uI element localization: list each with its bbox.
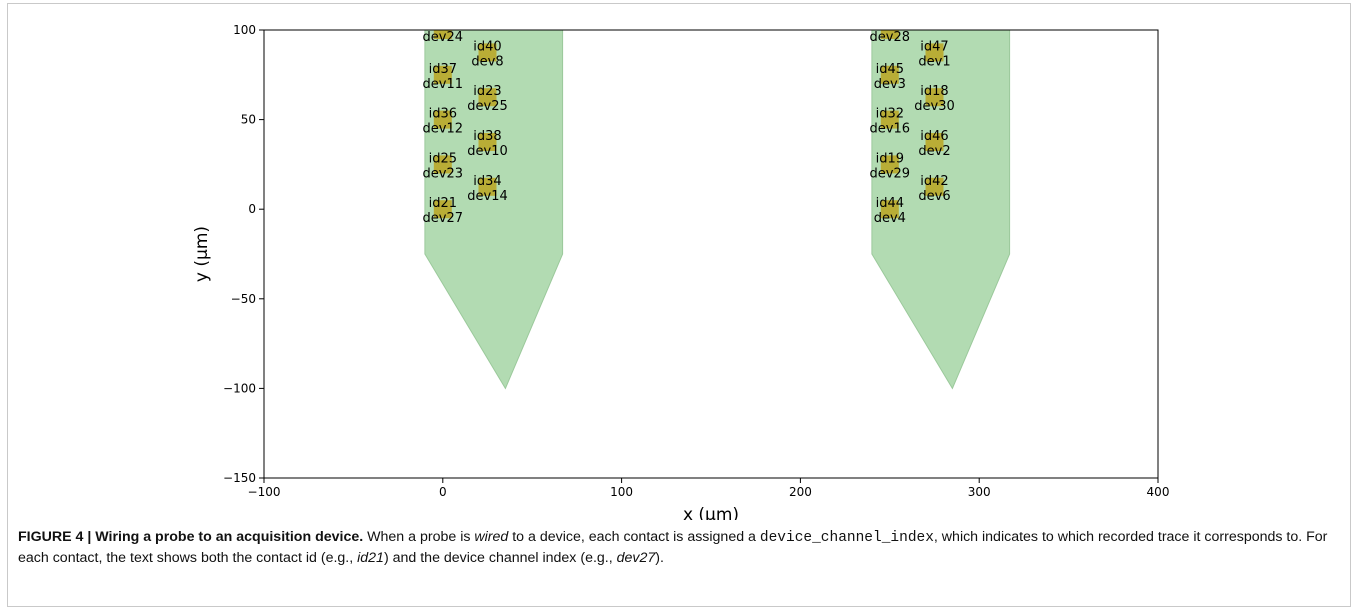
contact-pad	[880, 65, 899, 84]
contact-dev-label: dev3	[874, 77, 906, 92]
probe-wiring-chart: dev24id37dev11id36dev12id25dev23id21dev2…	[192, 23, 1169, 520]
contact-dev-label: dev29	[870, 166, 911, 181]
contact-id-label: id23	[473, 84, 501, 99]
contact-dev-label: dev12	[423, 122, 464, 137]
contact-id-label: id45	[876, 62, 904, 77]
contact-pad	[925, 88, 944, 107]
contact-dev-label: dev14	[467, 189, 508, 204]
contact-pad	[478, 43, 497, 62]
contact-dev-label: dev8	[471, 54, 503, 69]
caption-code: device_channel_index	[759, 530, 934, 546]
contact-layer	[433, 30, 944, 219]
contact-dev-label: dev16	[870, 122, 911, 137]
x-tick-label: 200	[789, 485, 812, 499]
figure-caption: FIGURE 4 | Wiring a probe to an acquisit…	[18, 527, 1338, 568]
contact-id-label: id47	[920, 39, 948, 54]
contact-id-label: id46	[920, 129, 948, 144]
figure-frame	[7, 3, 1351, 607]
contact-pad	[478, 133, 497, 151]
caption-italic-dev: dev27	[616, 550, 656, 566]
contact-dev-label: dev1	[918, 54, 950, 69]
x-tick-label: −100	[248, 485, 281, 499]
contact-id-label: id37	[429, 62, 457, 77]
contact-dev-label: dev23	[423, 166, 464, 181]
y-tick-label: −100	[223, 381, 256, 395]
contact-dev-label: dev2	[918, 144, 950, 159]
contact-dev-label: dev30	[914, 99, 955, 114]
contact-pad	[925, 177, 944, 196]
contact-id-label: id19	[876, 151, 904, 166]
y-tick-label: 50	[241, 113, 256, 127]
contact-id-label: id25	[429, 151, 457, 166]
contact-pad	[925, 133, 944, 151]
contact-pad	[880, 30, 899, 39]
caption-text: to a device, each contact is assigned a	[508, 529, 760, 545]
contact-pad	[433, 155, 452, 174]
shank-layer	[424, 29, 1011, 390]
contact-dev-label: dev11	[423, 77, 464, 92]
contact-id-label: id32	[876, 107, 904, 122]
contact-dev-label: dev25	[467, 99, 508, 114]
contact-pad	[433, 200, 452, 219]
contact-id-label: id21	[429, 196, 457, 211]
contact-dev-label: dev27	[423, 211, 464, 226]
contact-dev-label: dev6	[918, 189, 950, 204]
contact-dev-label: dev24	[423, 30, 464, 45]
contact-pad	[433, 30, 452, 39]
contact-pad	[925, 43, 944, 62]
contact-id-label: id44	[876, 196, 904, 211]
contact-pad	[880, 155, 899, 174]
x-tick-label: 100	[610, 485, 633, 499]
y-tick-label: −50	[231, 292, 256, 306]
x-tick-label: 400	[1147, 485, 1170, 499]
contact-id-label: id34	[473, 174, 501, 189]
caption-text: , which indicates to which recorded trac…	[18, 529, 1328, 566]
contact-dev-label: dev4	[874, 211, 906, 226]
contact-pad	[880, 200, 899, 219]
axes-frame	[263, 29, 1159, 479]
y-axis-label: y (μm)	[192, 226, 212, 282]
contact-dev-label: dev10	[467, 144, 508, 159]
y-tick-label: 100	[233, 23, 256, 37]
contact-dev-label: dev28	[870, 30, 911, 45]
caption-label: FIGURE 4 | Wiring a probe to an acquisit…	[18, 529, 364, 545]
caption-italic-id: id21	[357, 550, 384, 566]
contact-id-label: id36	[429, 107, 457, 122]
contact-id-label: id38	[473, 129, 501, 144]
contact-id-label: id40	[473, 39, 501, 54]
x-tick-label: 300	[968, 485, 991, 499]
x-axis-label: x (μm)	[683, 505, 739, 520]
y-tick-label: −150	[223, 471, 256, 485]
contact-label-layer: dev24id37dev11id36dev12id25dev23id21dev2…	[423, 30, 955, 226]
caption-text: ) and the device channel index (e.g.,	[383, 550, 617, 566]
x-tick-label: 0	[439, 485, 447, 499]
y-tick-label: 0	[248, 202, 256, 216]
contact-pad	[433, 110, 452, 129]
contact-pad	[880, 110, 899, 129]
contact-id-label: id42	[920, 174, 948, 189]
contact-id-label: id18	[920, 84, 948, 99]
contact-pad	[478, 177, 497, 196]
contact-pad	[433, 65, 452, 84]
caption-italic-wired: wired	[474, 529, 509, 545]
caption-text: ).	[655, 550, 664, 566]
caption-text: When a probe is	[363, 529, 475, 545]
contact-pad	[478, 88, 497, 107]
